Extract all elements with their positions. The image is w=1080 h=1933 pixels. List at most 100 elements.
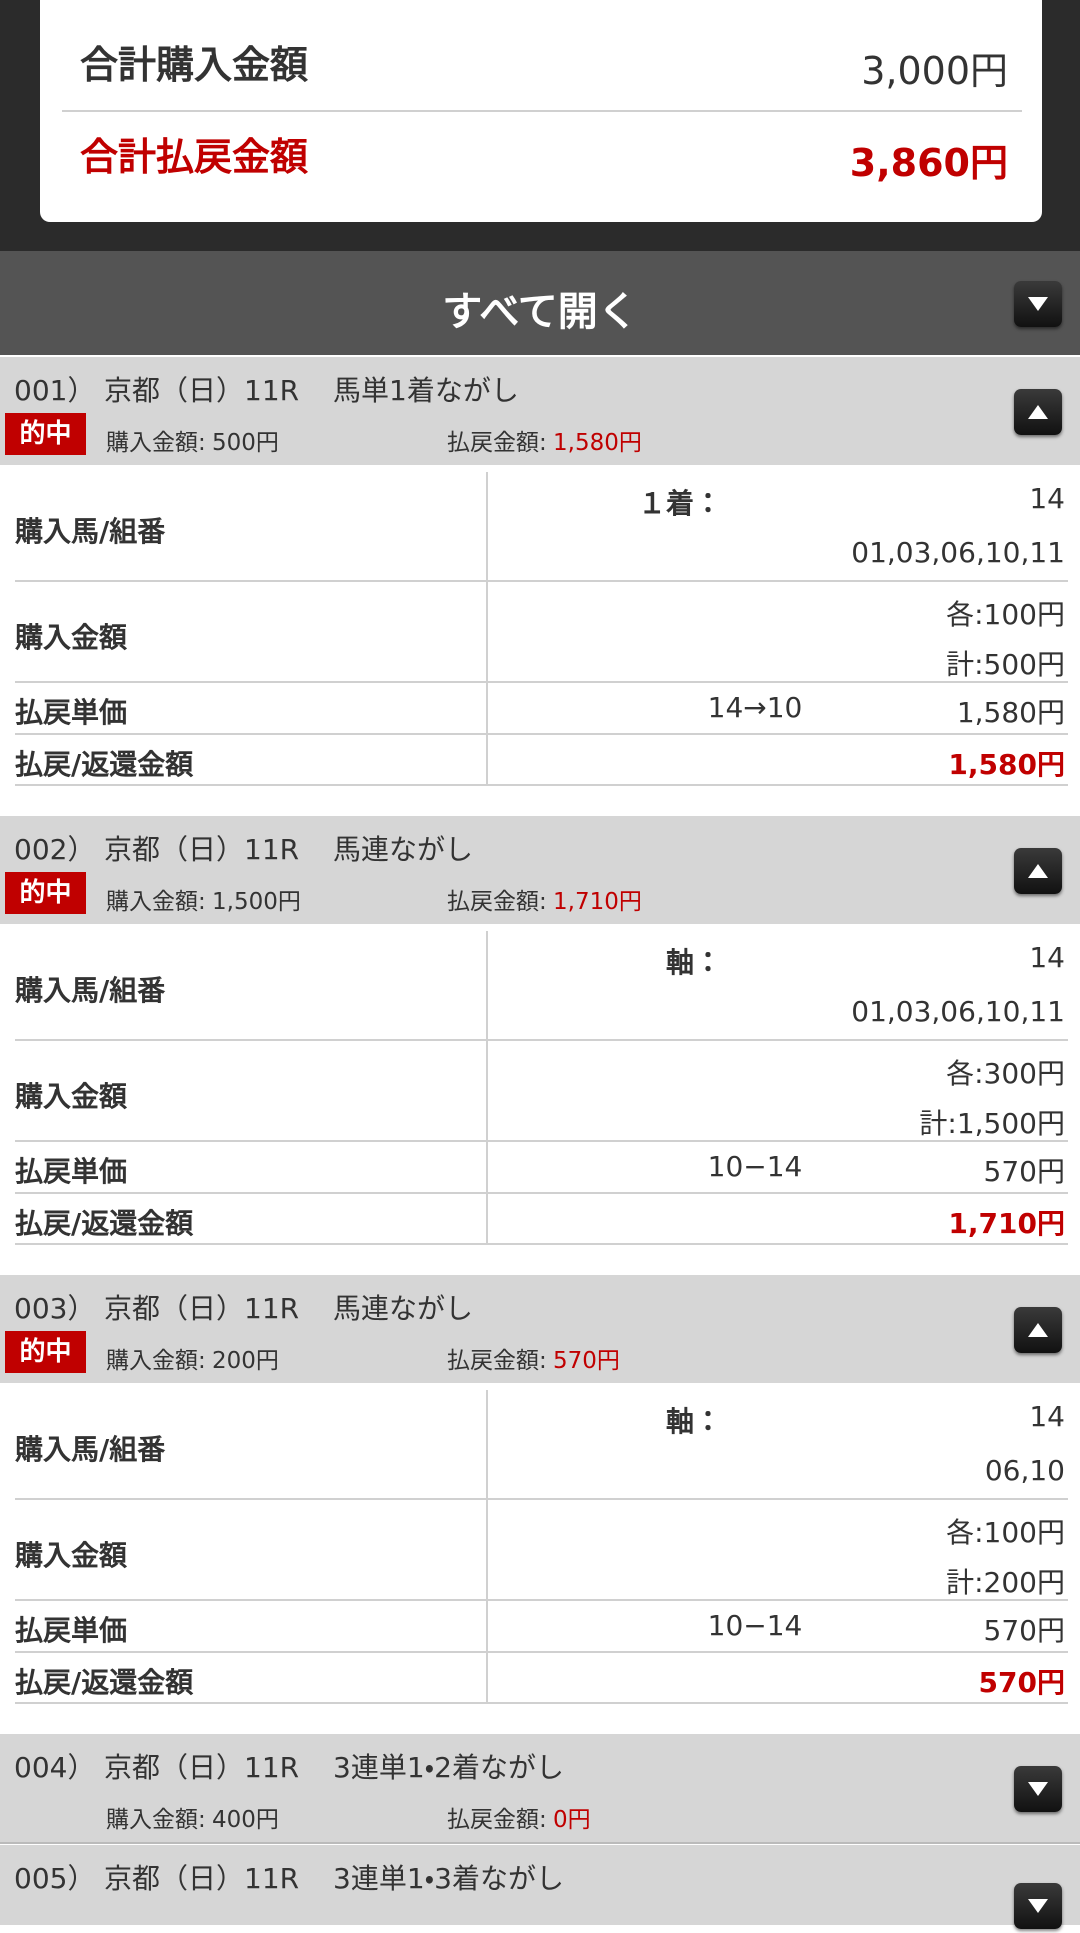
ticket-number: 003）: [14, 1292, 96, 1325]
payout-label: 払戻金額:: [447, 889, 547, 915]
unit-combo: 10−14: [707, 1150, 803, 1183]
payout-value: 0円: [553, 1807, 591, 1833]
purchase-value: 500円: [212, 430, 279, 456]
purchase-total-label: 合計購入金額: [80, 43, 309, 87]
hit-badge: 的中: [5, 413, 86, 455]
horses-value: 01,03,06,10,11: [851, 995, 1065, 1028]
ticket-number: 002）: [14, 833, 96, 866]
ticket-header[interactable]: 005） 京都（日）11R 3連単1・3着ながし: [0, 1845, 1080, 1929]
down-icon: [1028, 297, 1048, 311]
ticket-race: 京都（日）11R: [104, 1292, 300, 1325]
up-icon: [1028, 405, 1048, 419]
row-divider: [15, 580, 1068, 582]
horses-key: 軸：: [665, 1405, 722, 1438]
row-divider: [15, 733, 1068, 735]
ticket-race: 京都（日）11R: [104, 1862, 300, 1895]
down-icon: [1028, 1899, 1048, 1913]
purchase-total-value: 3,000円: [861, 49, 1008, 93]
amount-value: 各:100円: [946, 1516, 1065, 1549]
summary-card: 合計購入金額 3,000円 合計払戻金額 3,860円: [40, 0, 1042, 222]
column-divider: [486, 1390, 488, 1704]
purchase-label: 購入金額:: [106, 889, 206, 915]
collapse-button[interactable]: [1014, 848, 1062, 894]
row-label: 払戻/返還金額: [15, 748, 194, 781]
row-label: 購入金額: [15, 621, 128, 654]
amount-value: 計:200円: [946, 1566, 1065, 1599]
unit-value: 570円: [983, 1155, 1065, 1188]
ticket-header[interactable]: 003） 京都（日）11R 馬連ながし 的中 購入金額: 200円 払戻金額: 570円: [0, 1275, 1080, 1383]
hit-badge: 的中: [5, 1331, 86, 1373]
row-divider: [15, 1140, 1068, 1142]
refund-value: 1,580円: [948, 748, 1065, 781]
payout-value: 570円: [553, 1348, 620, 1374]
horses-key: １着：: [637, 487, 722, 520]
row-label: 購入金額: [15, 1539, 128, 1572]
row-divider: [15, 1702, 1068, 1704]
row-label: 払戻単価: [15, 1614, 128, 1647]
row-divider: [15, 1243, 1068, 1245]
row-label: 購入馬/組番: [15, 1433, 166, 1466]
amount-value: 各:300円: [946, 1057, 1065, 1090]
horses-value: 14: [1029, 941, 1065, 974]
ticket-bet-type: 馬連ながし: [333, 833, 474, 866]
down-icon: [1028, 1782, 1048, 1796]
row-label: 払戻/返還金額: [15, 1666, 194, 1699]
ticket-race: 京都（日）11R: [104, 1751, 300, 1784]
payout-total-value: 3,860円: [849, 141, 1008, 185]
payout-label: 払戻金額:: [447, 430, 547, 456]
row-label: 払戻単価: [15, 696, 128, 729]
unit-combo: 14→10: [707, 691, 803, 724]
refund-value: 1,710円: [948, 1207, 1065, 1240]
row-label: 購入馬/組番: [15, 974, 166, 1007]
expand-button[interactable]: [1014, 1766, 1062, 1812]
payout-label: 払戻金額:: [447, 1807, 547, 1833]
up-icon: [1028, 864, 1048, 878]
column-divider: [486, 472, 488, 786]
row-divider: [15, 1039, 1068, 1041]
ticket-header[interactable]: 002） 京都（日）11R 馬連ながし的中 購入金額: 1,500円 払戻金額: 1,710…: [0, 816, 1080, 924]
ticket-header[interactable]: 001） 京都（日）11R 馬単1着ながし 的中 購入金額: 500円 払戻金額: 1,580…: [0, 357, 1080, 465]
column-divider: [486, 931, 488, 1245]
expand-all-button[interactable]: [1014, 281, 1062, 327]
row-label: 払戻/返還金額: [15, 1207, 194, 1240]
hit-badge: 的中: [5, 872, 86, 914]
horses-value: 06,10: [984, 1454, 1065, 1487]
purchase-value: 400円: [212, 1807, 279, 1833]
purchase-label: 購入金額:: [106, 430, 206, 456]
expand-all-bar[interactable]: すべて開く: [0, 251, 1080, 355]
row-divider: [15, 1599, 1068, 1601]
ticket-bet-type: 馬単1着ながし: [333, 374, 519, 407]
row-label: 払戻単価: [15, 1155, 128, 1188]
ticket-header[interactable]: 004） 京都（日）11R 3連単1・2着ながし購入金額: 400円 払戻金額: 0円: [0, 1734, 1080, 1844]
ticket-details: 購入馬/組番 １着： 14 01,03,06,10,11 購入金額 各:100円 計:500…: [0, 472, 1080, 786]
purchase-label: 購入金額:: [106, 1348, 206, 1374]
row-divider: [15, 1192, 1068, 1194]
row-label: 購入金額: [15, 1080, 128, 1113]
row-divider: [15, 681, 1068, 683]
expand-button[interactable]: [1014, 1883, 1062, 1929]
payout-total-label: 合計払戻金額: [80, 135, 309, 179]
row-label: 購入馬/組番: [15, 515, 166, 548]
collapse-button[interactable]: [1014, 389, 1062, 435]
ticket-number: 004）: [14, 1751, 96, 1784]
unit-value: 1,580円: [956, 696, 1065, 729]
unit-combo: 10−14: [707, 1609, 803, 1642]
horses-value: 14: [1029, 482, 1065, 515]
horses-value: 14: [1029, 1400, 1065, 1433]
row-divider: [15, 784, 1068, 786]
amount-value: 計:1,500円: [919, 1107, 1065, 1140]
payout-value: 1,710円: [553, 889, 642, 915]
horses-value: 01,03,06,10,11: [851, 536, 1065, 569]
purchase-label: 購入金額:: [106, 1807, 206, 1833]
purchase-value: 200円: [212, 1348, 279, 1374]
ticket-bet-type: 3連単1・2着ながし: [333, 1751, 564, 1784]
row-divider: [15, 1498, 1068, 1500]
collapse-button[interactable]: [1014, 1307, 1062, 1353]
purchase-value: 1,500円: [212, 889, 301, 915]
ticket-number: 005）: [14, 1862, 96, 1895]
ticket-race: 京都（日）11R: [104, 833, 300, 866]
amount-value: 計:500円: [946, 648, 1065, 681]
summary-area: 合計購入金額 3,000円 合計払戻金額 3,860円: [0, 0, 1080, 251]
ticket-details: 購入馬/組番 軸： 14 01,03,06,10,11 購入金額 各:300円 計:1,50…: [0, 931, 1080, 1245]
